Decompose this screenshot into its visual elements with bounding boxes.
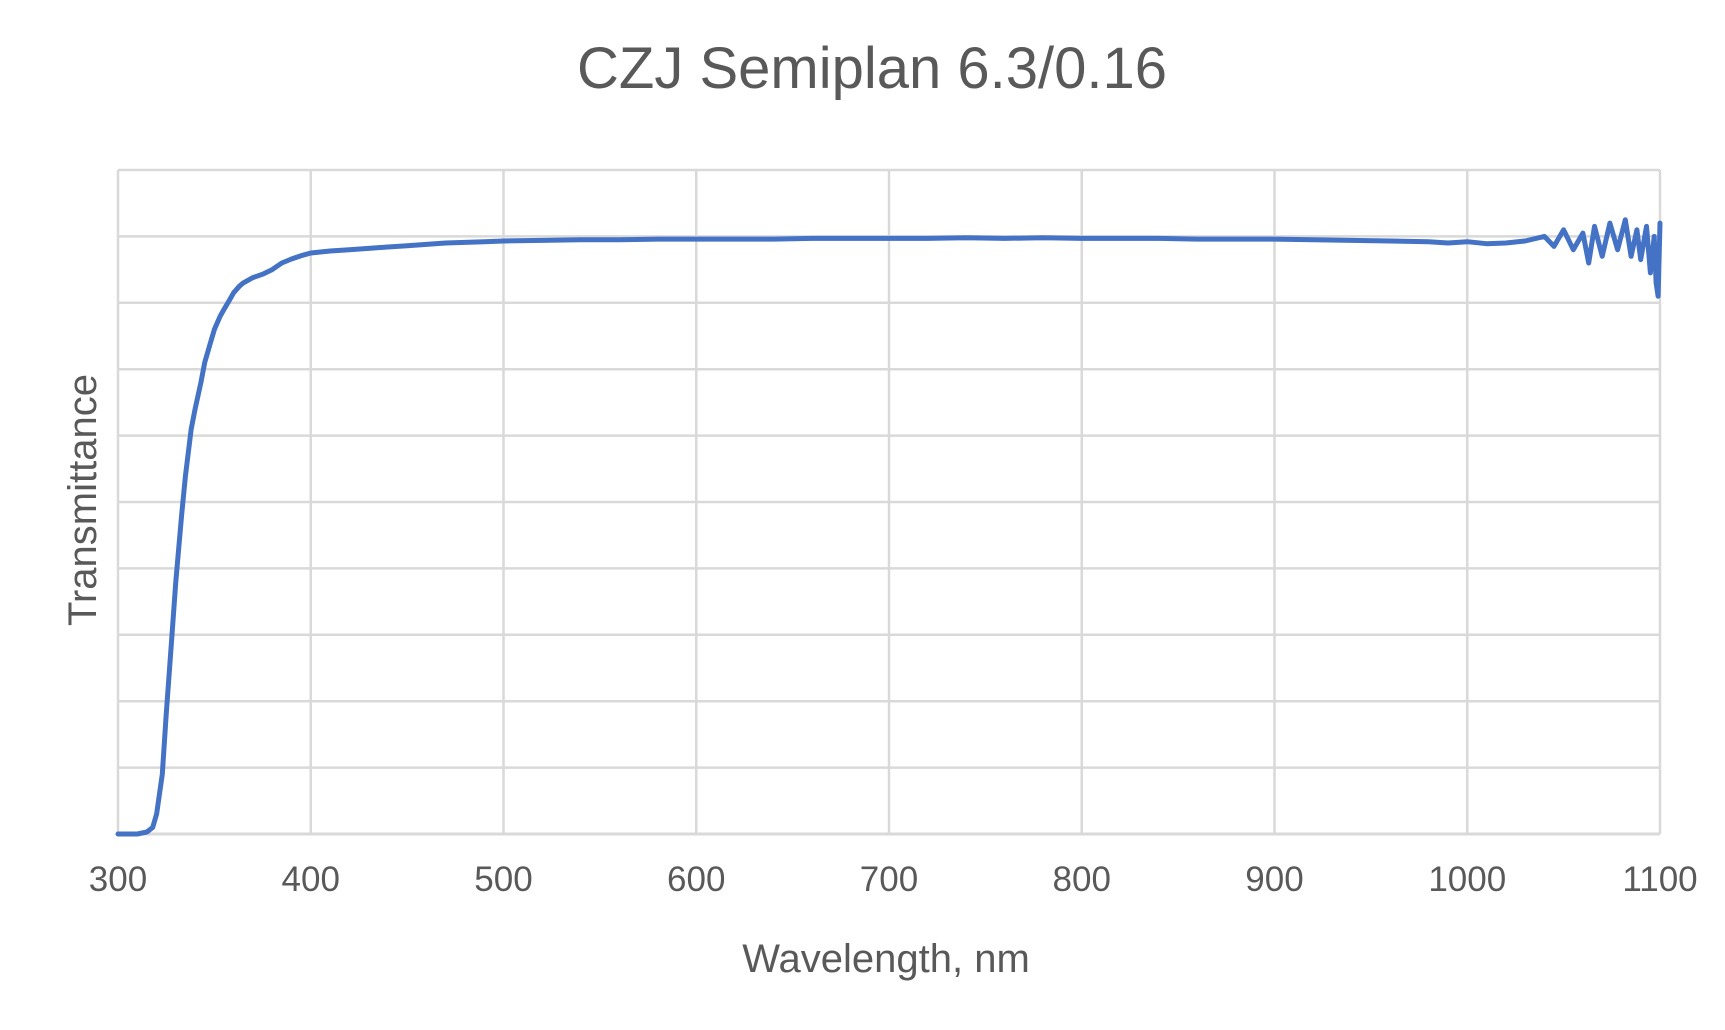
x-tick-label: 1000 [1428,860,1506,899]
series-line [115,217,1663,837]
x-tick-label: 700 [860,860,918,899]
x-tick-label: 500 [474,860,532,899]
x-tick-label: 600 [667,860,725,899]
x-tick-label: 1100 [1622,860,1697,899]
series-group [115,217,1663,837]
x-tick-label: 300 [89,860,147,899]
x-tick-label: 400 [282,860,340,899]
x-axis-title: Wavelength, nm [742,937,1030,981]
grid [116,168,1662,836]
x-tick-label: 900 [1245,860,1303,899]
y-axis-title: Transmittance [61,374,105,626]
chart-title: CZJ Semiplan 6.3/0.16 [577,36,1167,101]
x-tick-label: 800 [1053,860,1111,899]
x-axis-tick-labels: 300 400 500 600 700 800 900 1000 1100 [89,860,1698,899]
